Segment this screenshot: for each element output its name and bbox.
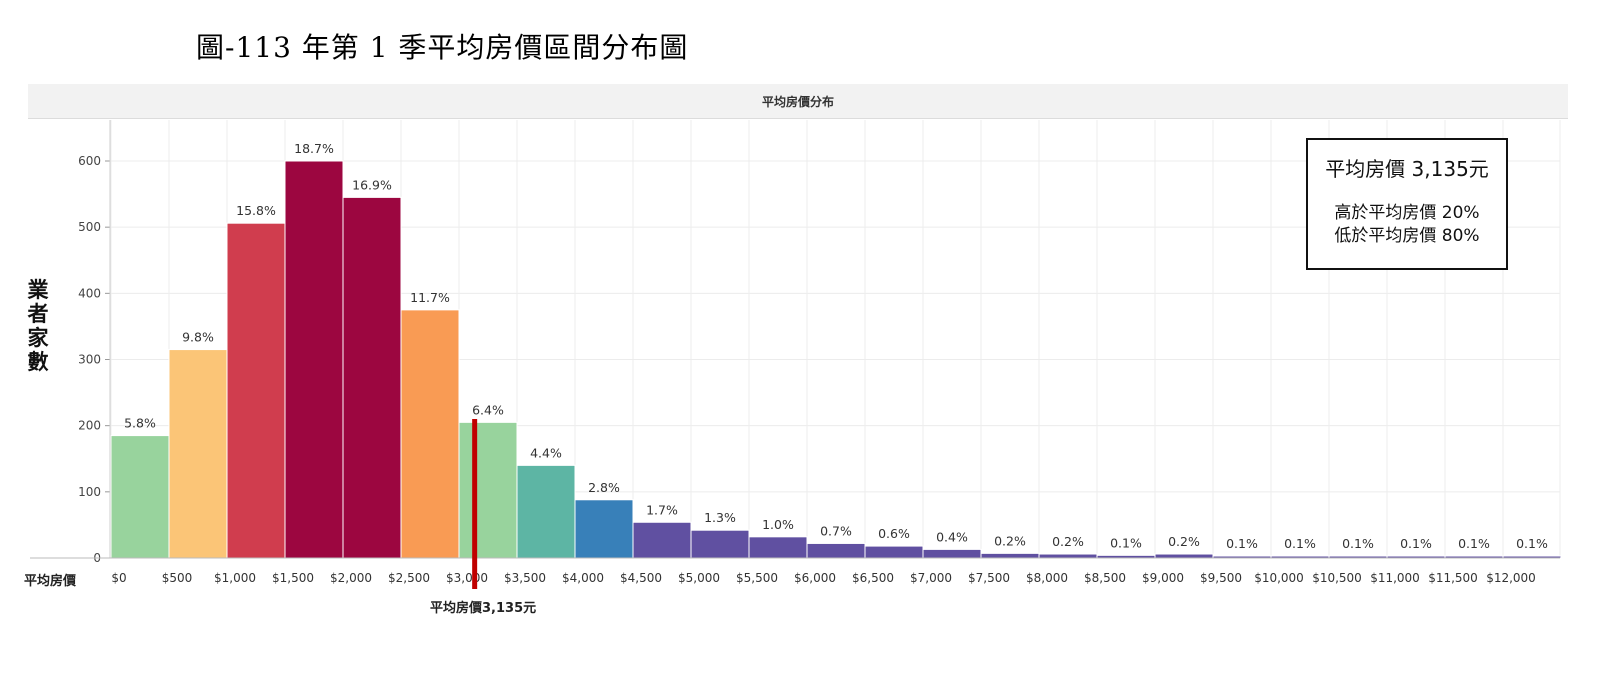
histogram-bar — [806, 542, 866, 559]
bar-value-label: 0.2% — [1052, 534, 1084, 549]
x-tick-label: $2,500 — [388, 571, 430, 585]
x-tick-label: $3,500 — [504, 571, 546, 585]
bar-value-label: 1.0% — [762, 517, 794, 532]
info-above: 高於平均房價 20% — [1334, 203, 1480, 223]
histogram-bar — [516, 464, 576, 559]
bar-value-label: 0.1% — [1516, 536, 1548, 551]
x-tick-label: $9,500 — [1200, 571, 1242, 585]
x-tick-label: $6,000 — [794, 571, 836, 585]
bar-value-label: 0.4% — [936, 529, 968, 544]
y-tick-label: 400 — [78, 286, 101, 300]
bar-value-label: 0.7% — [820, 523, 852, 538]
panel-title: 平均房價分布 — [761, 95, 834, 109]
x-tick-label: $1,000 — [214, 571, 256, 585]
y-tick-label: 200 — [78, 419, 101, 433]
histogram-bar — [284, 160, 344, 559]
histogram-bar — [400, 309, 460, 559]
histogram-bar — [1154, 553, 1214, 559]
bar-value-label: 0.2% — [994, 533, 1026, 548]
bar-value-label: 11.7% — [410, 290, 450, 305]
y-tick-label: 300 — [78, 353, 101, 367]
bar-value-label: 5.8% — [124, 416, 156, 431]
bar-value-label: 0.1% — [1400, 536, 1432, 551]
average-info-box: 平均房價 3,135元 高於平均房價 20% 低於平均房價 80% — [1306, 138, 1508, 270]
x-axis-title: 平均房價 — [24, 574, 77, 589]
y-tick-label: 500 — [78, 220, 101, 234]
x-tick-label: $7,000 — [910, 571, 952, 585]
bar-value-label: 18.7% — [294, 141, 334, 156]
histogram-bar — [690, 529, 750, 559]
histogram-bar — [574, 499, 634, 559]
histogram-bar — [922, 548, 982, 559]
histogram-bar — [168, 349, 228, 559]
x-tick-label: $11,000 — [1370, 571, 1420, 585]
x-tick-label: $500 — [162, 571, 193, 585]
x-tick-label: $5,000 — [678, 571, 720, 585]
histogram-bar — [226, 222, 286, 559]
x-tick-label: $5,500 — [736, 571, 778, 585]
x-tick-label: $4,500 — [620, 571, 662, 585]
bar-value-label: 0.1% — [1110, 535, 1142, 550]
histogram-bar — [748, 536, 808, 559]
bar-value-label: 15.8% — [236, 203, 276, 218]
x-tick-label: $1,500 — [272, 571, 314, 585]
histogram-bar — [632, 521, 692, 559]
bar-value-label: 0.1% — [1226, 536, 1258, 551]
x-tick-label: $0 — [111, 571, 126, 585]
info-average: 平均房價 3,135元 — [1325, 157, 1489, 181]
histogram-bar — [458, 421, 518, 559]
histogram-bar — [110, 435, 170, 559]
x-tick-label: $4,000 — [562, 571, 604, 585]
mean-line-label: 平均房價3,135元 — [430, 601, 537, 616]
bar-value-label: 9.8% — [182, 330, 214, 345]
histogram-bar — [980, 552, 1040, 559]
y-tick-label: 100 — [78, 485, 101, 499]
x-tick-label: $10,000 — [1254, 571, 1304, 585]
bar-value-label: 1.7% — [646, 502, 678, 517]
bar-value-label: 0.6% — [878, 526, 910, 541]
bar-value-label: 0.1% — [1284, 536, 1316, 551]
bar-value-label: 0.1% — [1342, 536, 1374, 551]
bar-value-label: 4.4% — [530, 445, 562, 460]
x-tick-label: $6,500 — [852, 571, 894, 585]
x-tick-label: $11,500 — [1428, 571, 1478, 585]
y-axis-title: 業者家數 — [27, 278, 49, 374]
panel-header: 平均房價分布 — [28, 84, 1568, 119]
bar-value-label: 0.1% — [1458, 536, 1490, 551]
bar-value-label: 6.4% — [472, 402, 504, 417]
x-tick-label: $8,500 — [1084, 571, 1126, 585]
x-tick-label: $9,000 — [1142, 571, 1184, 585]
bar-value-label: 1.3% — [704, 510, 736, 525]
x-tick-label: $8,000 — [1026, 571, 1068, 585]
x-tick-label: $2,000 — [330, 571, 372, 585]
x-tick-label: $12,000 — [1486, 571, 1536, 585]
bar-value-label: 16.9% — [352, 177, 392, 192]
figure-title: 圖-113 年第 1 季平均房價區間分布圖 — [196, 31, 689, 64]
bar-value-label: 2.8% — [588, 480, 620, 495]
bar-value-label: 0.2% — [1168, 534, 1200, 549]
info-below: 低於平均房價 80% — [1334, 226, 1480, 246]
x-tick-label: $10,500 — [1312, 571, 1362, 585]
y-tick-label: 600 — [78, 154, 101, 168]
x-tick-label: $7,500 — [968, 571, 1010, 585]
histogram-bar — [342, 196, 402, 559]
histogram-bar — [864, 545, 924, 559]
x-tick-label: $3,000 — [446, 571, 488, 585]
histogram-bar — [1038, 553, 1098, 559]
